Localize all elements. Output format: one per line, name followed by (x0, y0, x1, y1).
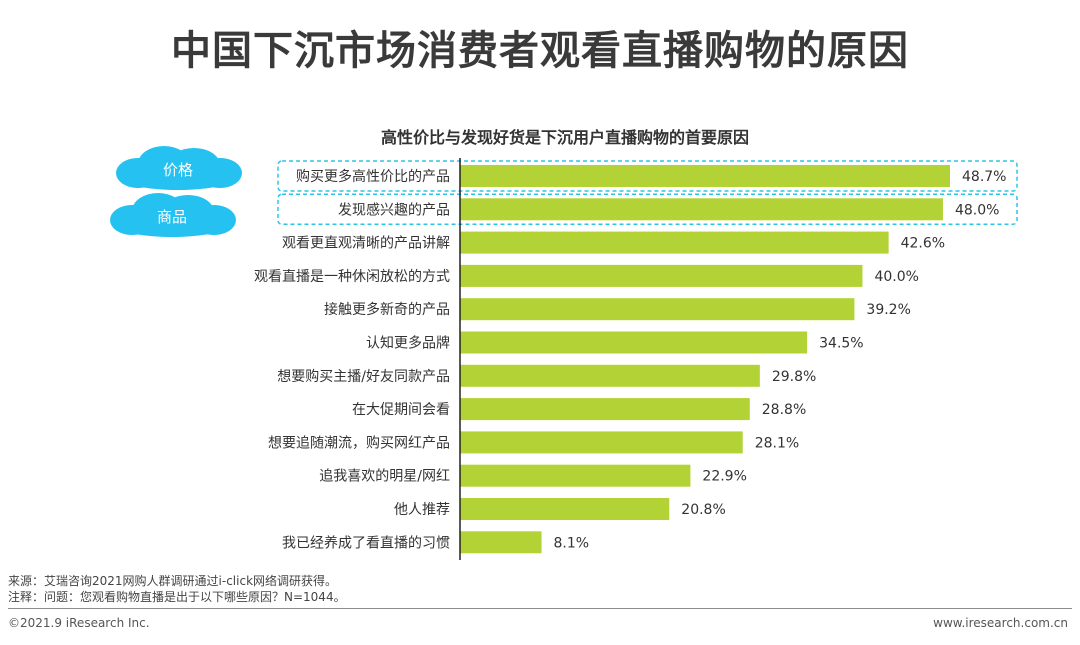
category-label: 购买更多高性价比的产品 (296, 168, 450, 185)
value-label: 20.8% (681, 502, 725, 518)
bar (460, 298, 855, 321)
category-label: 观看直播是一种休闲放松的方式 (254, 268, 450, 285)
cloud-shape (118, 162, 238, 190)
category-label: 在大促期间会看 (352, 402, 450, 418)
value-label: 40.0% (874, 269, 918, 285)
cloud-callout: 商品 (110, 193, 236, 237)
value-label: 48.0% (955, 202, 999, 218)
category-label: 观看更直观清晰的产品讲解 (282, 235, 450, 252)
bar (460, 198, 943, 221)
highlight-box (277, 160, 1018, 192)
remark-note: 注释：问题：您观看购物直播是出于以下哪些原因？N=1044。 (8, 590, 346, 604)
labels-layer: 购买更多高性价比的产品 48.7% 发现感兴趣的产品 48.0% 观看更直观清晰的产品讲… (254, 168, 1006, 551)
value-label: 28.1% (755, 435, 799, 451)
value-label: 34.5% (819, 336, 863, 352)
category-label: 他人推荐 (394, 502, 450, 518)
category-label: 想要追随潮流，购买网红产品 (268, 435, 450, 451)
bar (460, 165, 950, 187)
bar (460, 498, 670, 520)
highlight-box (277, 193, 1018, 226)
value-label: 42.6% (901, 236, 945, 252)
cloud-shape (112, 209, 232, 237)
bar (460, 231, 889, 254)
bar (460, 398, 750, 421)
category-label: 接触更多新奇的产品 (324, 301, 450, 318)
chart-title: 高性价比与发现好货是下沉用户直播购物的首要原因 (380, 128, 749, 147)
category-label: 想要购买主播/好友同款产品 (277, 369, 450, 385)
copyright: ©2021.9 iResearch Inc. (8, 616, 150, 630)
bar (460, 264, 863, 287)
bar (460, 364, 760, 387)
page-title: 中国下沉市场消费者观看直播购物的原因 (171, 28, 909, 74)
bar (460, 331, 808, 354)
category-label: 发现感兴趣的产品 (338, 201, 450, 218)
bar (460, 431, 743, 454)
category-label: 我已经养成了看直播的习惯 (282, 534, 450, 551)
cloud-label: 价格 (163, 161, 193, 179)
footer-notes: 来源：艾瑞咨询2021网购人群调研通过i-click网络调研获得。 注释：问题：… (8, 573, 346, 605)
cloud-label: 商品 (157, 208, 187, 226)
category-label: 追我喜欢的明星/网红 (319, 469, 450, 485)
value-label: 29.8% (772, 369, 816, 385)
bar (460, 464, 691, 487)
cloud-callout: 价格 (116, 146, 242, 190)
value-label: 48.7% (962, 169, 1006, 185)
footer-divider (8, 608, 1072, 609)
source-note: 来源：艾瑞咨询2021网购人群调研通过i-click网络调研获得。 (8, 574, 338, 588)
category-label: 认知更多品牌 (366, 335, 450, 352)
bar (460, 531, 542, 554)
website-link[interactable]: www.iresearch.com.cn (933, 616, 1068, 630)
bars-layer (460, 165, 950, 554)
value-label: 28.8% (762, 402, 806, 418)
value-label: 39.2% (866, 302, 910, 318)
value-label: 8.1% (553, 535, 589, 551)
value-label: 22.9% (702, 469, 746, 485)
